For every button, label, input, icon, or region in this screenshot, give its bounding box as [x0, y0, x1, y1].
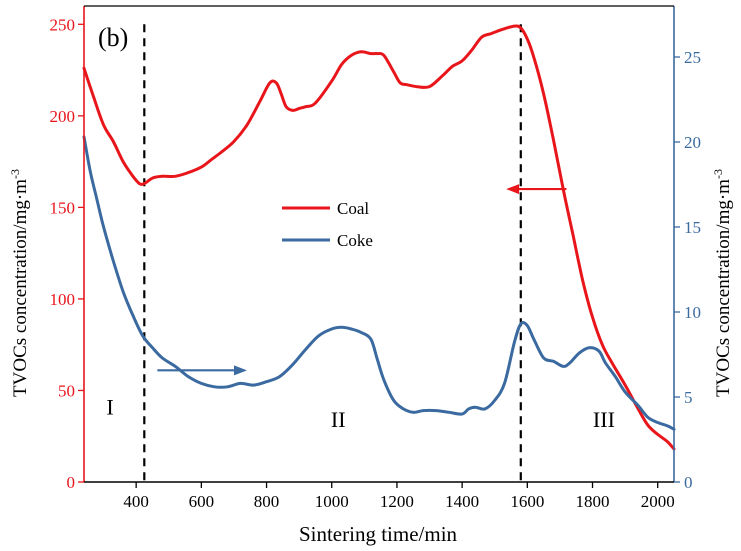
y-left-tick-label: 50: [58, 381, 75, 400]
y-axis-label-left-base: TVOCs concentration/mg·m: [10, 179, 31, 397]
series-line-coal: [82, 24, 676, 451]
y-left-tick-label: 200: [50, 107, 76, 126]
x-tick-label: 1800: [576, 492, 610, 511]
y-right-tick-label: 20: [684, 133, 701, 152]
legend-label-coal: Coal: [337, 199, 369, 218]
x-tick-label: 1000: [315, 492, 349, 511]
x-axis-label: Sintering time/min: [299, 522, 458, 546]
stage-label: III: [593, 407, 615, 432]
x-tick-label: 1400: [445, 492, 479, 511]
y-axis-label-right: TVOCs concentration/mg·m-3: [711, 169, 734, 397]
legend: Coal Coke: [282, 199, 373, 250]
y-right-tick-label: 25: [684, 48, 701, 67]
y-left-tick-label: 0: [67, 473, 76, 492]
arrow-head-coke: [233, 365, 247, 376]
x-tick-label: 1200: [380, 492, 414, 511]
series-line-coke: [82, 135, 676, 431]
y-left-tick-label: 150: [50, 198, 76, 217]
y-right-tick-label: 10: [684, 303, 701, 322]
arrow-head-coal: [506, 184, 520, 195]
x-tick-label: 600: [189, 492, 215, 511]
legend-label-coke: Coke: [337, 231, 373, 250]
divider-layer: [143, 24, 522, 482]
x-tick-label: 800: [254, 492, 280, 511]
x-tick-label: 400: [123, 492, 149, 511]
y-left-tick-label: 250: [50, 15, 76, 34]
y-axis-label-left-sup: -3: [8, 169, 22, 179]
x-tick-label: 1600: [510, 492, 544, 511]
stage-label: II: [331, 407, 346, 432]
y-right-tick-label: 5: [684, 388, 693, 407]
annotation-layer: III III: [106, 184, 615, 432]
y-axis-label-left: TVOCs concentration/mg·m-3: [8, 169, 31, 397]
axis-layer: 400 600 800 1000 1200 1400 1600 1800 20000501001…: [50, 5, 701, 511]
y-axis-label-right-sup: -3: [711, 169, 725, 179]
x-tick-label: 2000: [641, 492, 675, 511]
y-axis-label-right-base: TVOCs concentration/mg·m: [713, 179, 734, 397]
y-right-tick-label: 15: [684, 218, 701, 237]
series-layer: [82, 24, 676, 451]
panel-label: (b): [98, 23, 128, 52]
stage-label: I: [106, 394, 113, 419]
y-left-tick-label: 100: [50, 290, 76, 309]
y-right-tick-label: 0: [684, 473, 693, 492]
